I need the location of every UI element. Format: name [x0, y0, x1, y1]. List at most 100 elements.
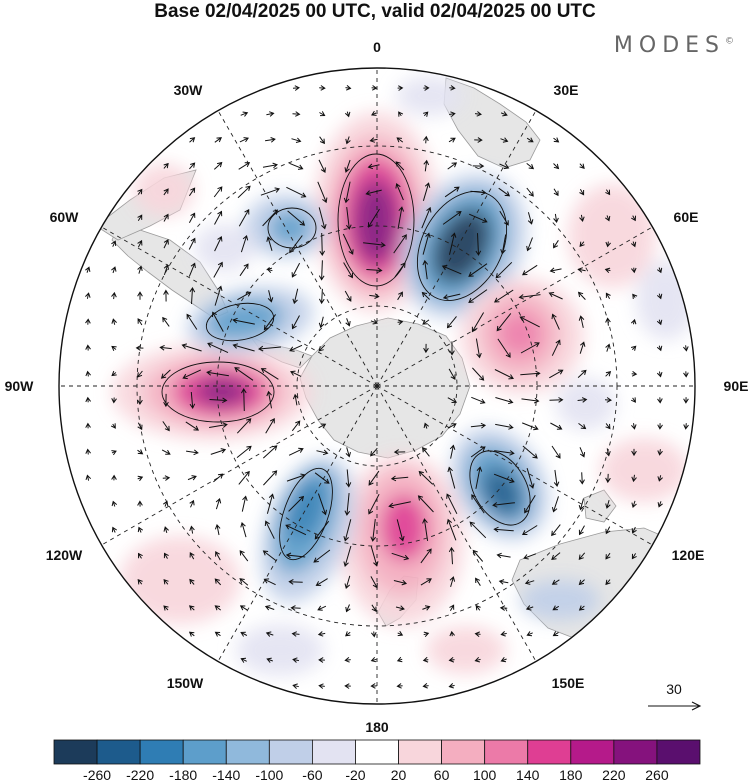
wind-vector: [471, 494, 485, 514]
wind-vector: [213, 473, 224, 483]
wind-vector: [234, 367, 254, 381]
wind-vector: [111, 474, 117, 481]
wind-vector: [263, 578, 276, 586]
wind-vector: [418, 470, 434, 485]
wind-vector: [137, 318, 143, 326]
wind-vector: [397, 85, 404, 91]
wind-vector: [551, 313, 560, 330]
wind-vector: [605, 241, 611, 248]
colorbar-tick-label: 180: [559, 767, 583, 783]
wind-vector: [344, 493, 351, 516]
wind-vector: [319, 136, 325, 145]
lon-label-120w: 120W: [46, 547, 83, 563]
colorbar-tick-label: -20: [345, 767, 365, 783]
wind-vector: [345, 631, 351, 637]
wind-vector: [238, 162, 251, 170]
antarctica-land: [299, 317, 471, 459]
wind-vector: [420, 578, 432, 586]
wind-vector: [579, 189, 585, 196]
wind-vector: [398, 111, 404, 117]
wind-vector: [207, 342, 229, 354]
wind-vector: [522, 422, 539, 431]
wind-vector: [420, 548, 432, 564]
wind-vector: [605, 526, 611, 535]
wind-vector: [475, 577, 481, 586]
wind-vector: [319, 85, 326, 91]
wind-vector: [371, 631, 377, 638]
wind-vector: [292, 111, 301, 117]
wind-vector: [367, 163, 380, 170]
wind-vector: [579, 163, 585, 170]
wind-vector: [448, 546, 455, 565]
wind-vector: [110, 423, 116, 429]
wind-vector: [396, 683, 403, 689]
wind-vector: [287, 210, 306, 226]
wind-vector: [604, 215, 611, 222]
wind-vector: [370, 447, 378, 457]
wind-vector: [493, 526, 514, 533]
wind-vector: [630, 241, 637, 248]
wind-vector: [444, 186, 460, 198]
wind-vector: [423, 343, 429, 354]
wind-vector: [551, 579, 560, 585]
tasmania-land: [583, 489, 617, 523]
wind-vector: [474, 111, 482, 117]
wind-vector: [656, 345, 663, 352]
wind-vector: [318, 683, 325, 689]
wind-vector: [397, 319, 404, 325]
wind-vector: [188, 187, 196, 197]
wind-vector: [525, 605, 534, 611]
wind-vector: [656, 293, 663, 300]
colorbar-tick-label: 20: [391, 767, 407, 783]
wind-vector: [363, 242, 386, 248]
wind-vector: [290, 370, 302, 377]
wind-vector: [111, 291, 117, 300]
wind-vector: [553, 213, 559, 224]
wind-vector: [468, 289, 488, 303]
wind-vector: [185, 421, 200, 431]
wind-vector: [163, 526, 169, 534]
wind-vector: [446, 493, 458, 515]
wind-vector: [520, 342, 540, 354]
wind-vector: [630, 345, 637, 351]
wind-vector: [85, 318, 91, 325]
wind-vector: [631, 474, 637, 483]
wind-vector: [522, 445, 538, 459]
colorbar-tick-label: -260: [83, 767, 111, 783]
wind-vector: [469, 521, 487, 539]
wind-vector: [266, 390, 272, 409]
wind-vector: [182, 369, 202, 380]
wind-vector: [421, 446, 430, 457]
wind-vector: [137, 265, 143, 274]
wind-vector: [553, 188, 559, 197]
wind-vector: [523, 553, 537, 560]
map-boundary: [58, 67, 696, 705]
wind-vector: [371, 110, 377, 116]
colorbar-tick-label: 260: [645, 767, 669, 783]
wind-vector: [475, 604, 481, 611]
wind-vector: [291, 420, 301, 432]
wind-vector: [449, 111, 456, 117]
wind-vector: [393, 449, 406, 455]
wind-vector: [163, 393, 169, 408]
wind-vector: [266, 236, 273, 251]
wind-vector: [500, 656, 507, 663]
wind-vector: [343, 519, 352, 542]
wind-vector: [549, 369, 564, 379]
wind-vector: [630, 397, 636, 403]
wind-vector: [186, 449, 199, 456]
wind-vector: [343, 262, 353, 279]
lon-label-0: 0: [373, 39, 381, 55]
wind-vector: [260, 187, 281, 196]
wind-vector: [550, 422, 563, 430]
wind-vector: [187, 475, 197, 481]
colorbar-tick-label: -180: [169, 767, 197, 783]
contour-layer: [161, 153, 531, 561]
wind-vector: [370, 656, 377, 663]
wind-vector: [263, 314, 277, 331]
wind-vector: [260, 368, 279, 380]
wind-vector: [316, 449, 329, 456]
wind-vector: [111, 526, 117, 533]
wind-vector: [578, 498, 585, 511]
wind-vector: [317, 181, 328, 204]
